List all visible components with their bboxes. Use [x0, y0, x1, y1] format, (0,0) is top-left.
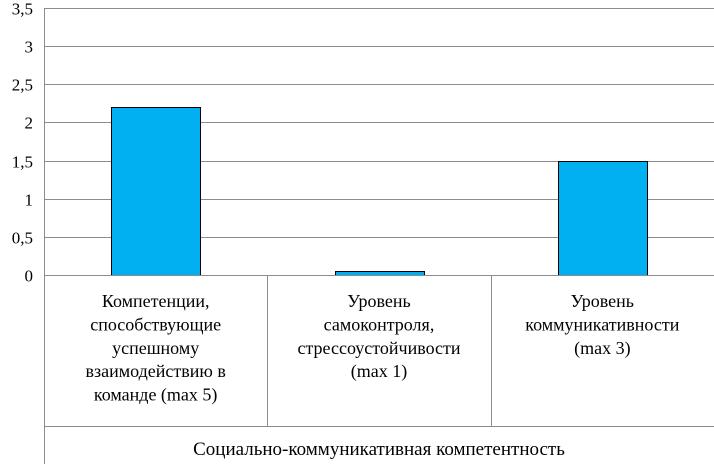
- category-label: Уровень самоконтроля, стрессоустойчивости(…: [297, 291, 460, 382]
- y-tick-label: 2: [25, 114, 34, 133]
- category-label: Уровень коммуникативности (max 3): [525, 291, 679, 359]
- y-tick-label: 1,5: [12, 153, 33, 172]
- bar: [335, 271, 425, 276]
- y-tick-label: 0,5: [12, 229, 33, 248]
- y-tick-label: 3,5: [12, 0, 33, 19]
- y-tick-label: 3: [25, 38, 34, 57]
- category-group-label: Социально-коммуникативная компетентность: [193, 439, 565, 460]
- category-label: Компетенции, способствующие успешному взаим…: [86, 291, 226, 406]
- y-tick-labels: 0 0,5 1 1,5 2 2,5 3 3,5: [12, 0, 33, 286]
- y-tick-label: 0: [25, 267, 34, 286]
- bars: [111, 107, 648, 276]
- category-labels: Компетенции, способствующие успешному взаим…: [86, 291, 680, 406]
- y-tick-label: 2,5: [12, 76, 33, 95]
- bar: [558, 161, 648, 276]
- y-tick-label: 1: [25, 191, 34, 210]
- axes: [44, 8, 714, 464]
- bar: [111, 107, 201, 276]
